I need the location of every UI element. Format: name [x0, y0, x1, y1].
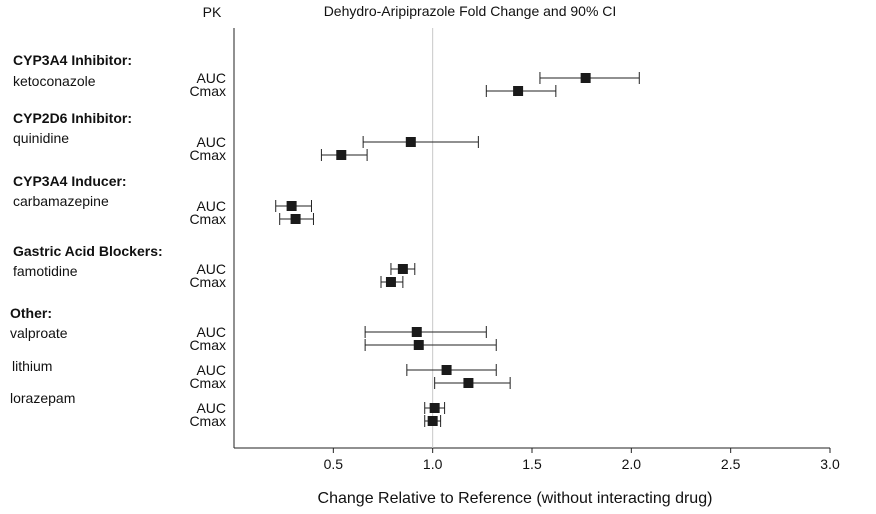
point-estimate-marker — [580, 73, 591, 83]
point-estimate-marker — [429, 403, 440, 413]
group-title: CYP3A4 Inducer: — [13, 173, 127, 189]
pk-label: AUC — [196, 324, 226, 340]
pk-label: Cmax — [189, 337, 226, 353]
x-axis-label: Change Relative to Reference (without in… — [318, 490, 713, 507]
point-estimate-marker — [385, 277, 396, 287]
point-estimate-marker — [286, 201, 297, 211]
pk-label: AUC — [196, 362, 226, 378]
pk-label: Cmax — [189, 211, 226, 227]
point-estimate-marker — [463, 378, 474, 388]
chart-title: Dehydro-Aripiprazole Fold Change and 90%… — [324, 3, 617, 19]
point-estimate-marker — [413, 340, 424, 350]
x-tick-label: 1.5 — [522, 456, 542, 472]
pk-label: Cmax — [189, 413, 226, 429]
pk-label: Cmax — [189, 274, 226, 290]
drug-name: ketoconazole — [13, 73, 96, 89]
point-estimate-marker — [397, 264, 408, 274]
x-tick-label: 3.0 — [820, 456, 840, 472]
drug-name: lorazepam — [10, 390, 75, 406]
point-estimate-marker — [336, 150, 347, 160]
drug-name: lithium — [12, 358, 52, 374]
drug-name: quinidine — [13, 130, 69, 146]
point-estimate-marker — [441, 365, 452, 375]
point-estimate-marker — [290, 214, 301, 224]
group-title: Gastric Acid Blockers: — [13, 243, 163, 259]
drug-name: valproate — [10, 325, 68, 341]
point-estimate-marker — [427, 416, 438, 426]
pk-label: AUC — [196, 198, 226, 214]
point-estimate-marker — [411, 327, 422, 337]
group-title: Other: — [10, 305, 52, 321]
pk-label: Cmax — [189, 83, 226, 99]
pk-column-header: PK — [203, 4, 222, 20]
group-title: CYP2D6 Inhibitor: — [13, 110, 132, 126]
x-tick-label: 2.0 — [622, 456, 642, 472]
drug-name: famotidine — [13, 263, 78, 279]
group-title: CYP3A4 Inhibitor: — [13, 52, 132, 68]
point-estimate-marker — [405, 137, 416, 147]
x-tick-label: 0.5 — [324, 456, 344, 472]
pk-label: AUC — [196, 134, 226, 150]
drug-name: carbamazepine — [13, 193, 109, 209]
pk-label: AUC — [196, 400, 226, 416]
point-estimate-marker — [513, 86, 524, 96]
x-tick-label: 1.0 — [423, 456, 443, 472]
pk-label: AUC — [196, 70, 226, 86]
pk-label: Cmax — [189, 375, 226, 391]
pk-label: AUC — [196, 261, 226, 277]
x-tick-label: 2.5 — [721, 456, 741, 472]
pk-label: Cmax — [189, 147, 226, 163]
